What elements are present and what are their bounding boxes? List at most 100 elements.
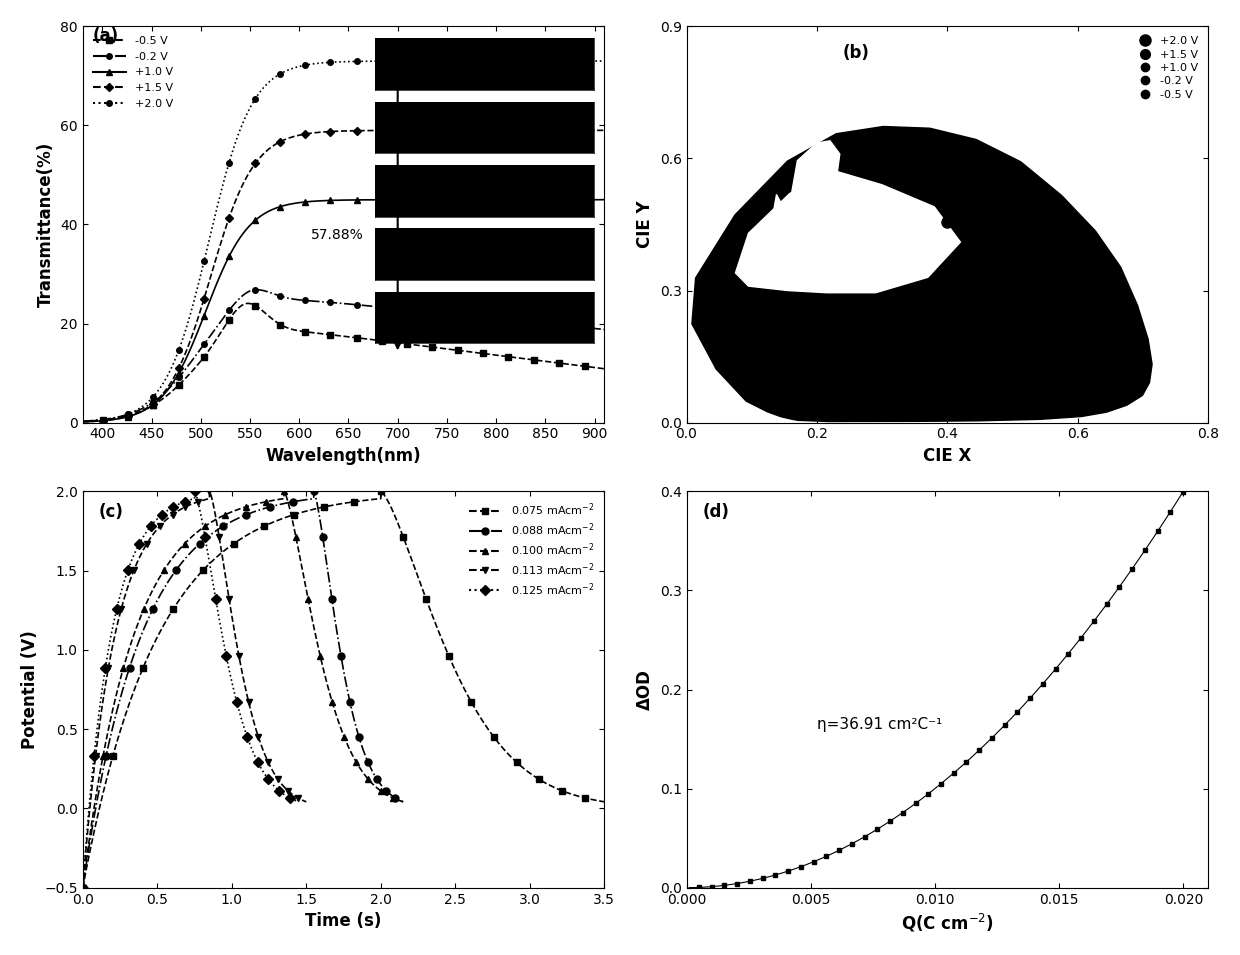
+1.0 V xyxy=(324,195,339,206)
Line: 0.075 mAcm$^{-2}$: 0.075 mAcm$^{-2}$ xyxy=(79,488,608,891)
Line: 0.088 mAcm$^{-2}$: 0.088 mAcm$^{-2}$ xyxy=(79,488,407,891)
0.113 mAcm$^{-2}$ xyxy=(202,486,217,498)
0.100 mAcm$^{-2}$ xyxy=(277,486,291,498)
0.075 mAcm$^{-2}$ xyxy=(596,796,611,808)
+1.0 V xyxy=(503,194,518,205)
+1.5 V xyxy=(503,125,518,137)
Text: 57.88%: 57.88% xyxy=(311,228,363,243)
+2.0 V xyxy=(386,55,401,67)
+2.0 V xyxy=(357,55,372,67)
+1.0 V xyxy=(76,416,91,428)
+2.0 V xyxy=(76,415,91,427)
+2.0 V xyxy=(503,55,518,67)
X-axis label: Wavelength(nm): Wavelength(nm) xyxy=(265,447,422,465)
0.100 mAcm$^{-2}$ xyxy=(290,540,305,551)
-0.2 V xyxy=(327,297,342,308)
0.125 mAcm$^{-2}$ xyxy=(283,792,298,803)
0.075 mAcm$^{-2}$ xyxy=(577,792,591,803)
+1.5 V xyxy=(76,416,91,428)
+2.0 V xyxy=(584,55,599,67)
0.088 mAcm$^{-2}$ xyxy=(334,650,348,662)
0.075 mAcm$^{-2}$ xyxy=(76,881,91,893)
+1.5 V xyxy=(324,126,339,138)
Y-axis label: ΔOD: ΔOD xyxy=(636,669,655,710)
0.075 mAcm$^{-2}$ xyxy=(196,564,211,576)
-0.5 V xyxy=(585,362,600,373)
Line: -0.5 V: -0.5 V xyxy=(79,301,608,424)
Polygon shape xyxy=(735,169,961,293)
0.088 mAcm$^{-2}$ xyxy=(169,564,184,576)
Line: +2.0 V: +2.0 V xyxy=(79,58,608,424)
+1.5 V xyxy=(584,125,599,137)
-0.2 V xyxy=(324,297,339,308)
Text: (d): (d) xyxy=(702,503,729,521)
+2.0 V xyxy=(326,56,341,68)
-0.5 V xyxy=(596,363,611,374)
0.113 mAcm$^{-2}$ xyxy=(232,650,247,662)
0.100 mAcm$^{-2}$ xyxy=(386,792,401,803)
0.125 mAcm$^{-2}$ xyxy=(187,486,202,498)
Polygon shape xyxy=(692,126,1152,421)
Line: +1.0 V: +1.0 V xyxy=(79,197,608,425)
0.100 mAcm$^{-2}$ xyxy=(396,796,410,808)
0.088 mAcm$^{-2}$ xyxy=(365,764,379,775)
-0.2 V xyxy=(387,303,402,314)
+2.0 V xyxy=(324,56,339,68)
Legend: 0.075 mAcm$^{-2}$, 0.088 mAcm$^{-2}$, 0.100 mAcm$^{-2}$, 0.113 mAcm$^{-2}$, 0.12: 0.075 mAcm$^{-2}$, 0.088 mAcm$^{-2}$, 0.… xyxy=(464,497,599,603)
0.088 mAcm$^{-2}$ xyxy=(388,792,403,803)
Y-axis label: CIE Y: CIE Y xyxy=(636,201,655,248)
Legend: +2.0 V, +1.5 V, +1.0 V, -0.2 V, -0.5 V: +2.0 V, +1.5 V, +1.0 V, -0.2 V, -0.5 V xyxy=(1130,32,1203,104)
0.113 mAcm$^{-2}$ xyxy=(264,764,279,775)
+1.5 V xyxy=(357,125,372,137)
X-axis label: Time (s): Time (s) xyxy=(305,912,382,930)
Line: 0.113 mAcm$^{-2}$: 0.113 mAcm$^{-2}$ xyxy=(79,488,310,891)
Line: -0.2 V: -0.2 V xyxy=(79,287,608,424)
0.075 mAcm$^{-2}$ xyxy=(441,650,456,662)
+1.0 V xyxy=(386,194,401,205)
0.125 mAcm$^{-2}$ xyxy=(198,540,213,551)
0.100 mAcm$^{-2}$ xyxy=(353,764,368,775)
0.125 mAcm$^{-2}$ xyxy=(76,881,91,893)
0.113 mAcm$^{-2}$ xyxy=(126,564,141,576)
-0.2 V xyxy=(358,300,373,311)
0.075 mAcm$^{-2}$ xyxy=(246,526,260,538)
Line: 0.100 mAcm$^{-2}$: 0.100 mAcm$^{-2}$ xyxy=(79,488,407,891)
0.100 mAcm$^{-2}$ xyxy=(156,564,171,576)
-0.2 V xyxy=(503,314,518,326)
+1.0 V xyxy=(596,194,611,205)
0.088 mAcm$^{-2}$ xyxy=(306,486,321,498)
-0.5 V xyxy=(327,329,342,341)
0.113 mAcm$^{-2}$ xyxy=(213,540,228,551)
-0.5 V xyxy=(387,336,402,348)
0.100 mAcm$^{-2}$ xyxy=(76,881,91,893)
0.088 mAcm$^{-2}$ xyxy=(396,796,410,808)
-0.5 V xyxy=(324,329,339,341)
0.100 mAcm$^{-2}$ xyxy=(312,650,327,662)
0.113 mAcm$^{-2}$ xyxy=(76,881,91,893)
0.088 mAcm$^{-2}$ xyxy=(316,540,331,551)
0.088 mAcm$^{-2}$ xyxy=(207,526,222,538)
0.125 mAcm$^{-2}$ xyxy=(254,764,269,775)
-0.2 V xyxy=(596,324,611,335)
0.113 mAcm$^{-2}$ xyxy=(299,796,314,808)
X-axis label: Q(C cm$^{-2}$): Q(C cm$^{-2}$) xyxy=(901,912,993,934)
0.075 mAcm$^{-2}$ xyxy=(373,486,388,498)
Text: (c): (c) xyxy=(98,503,123,521)
0.125 mAcm$^{-2}$ xyxy=(291,796,306,808)
+1.0 V xyxy=(584,194,599,205)
-0.5 V xyxy=(76,415,91,427)
+1.5 V xyxy=(596,125,611,137)
0.125 mAcm$^{-2}$ xyxy=(139,526,154,538)
0.113 mAcm$^{-2}$ xyxy=(148,526,162,538)
-0.5 V xyxy=(503,351,518,363)
+1.0 V xyxy=(326,195,341,206)
Y-axis label: Potential (V): Potential (V) xyxy=(21,630,38,749)
+1.0 V xyxy=(357,194,372,205)
-0.2 V xyxy=(250,284,265,295)
+1.5 V xyxy=(386,125,401,137)
0.100 mAcm$^{-2}$ xyxy=(190,526,205,538)
+2.0 V xyxy=(596,55,611,67)
+1.5 V xyxy=(326,126,341,138)
Legend: -0.5 V, -0.2 V, +1.0 V, +1.5 V, +2.0 V: -0.5 V, -0.2 V, +1.0 V, +1.5 V, +2.0 V xyxy=(88,32,177,113)
-0.2 V xyxy=(76,415,91,427)
